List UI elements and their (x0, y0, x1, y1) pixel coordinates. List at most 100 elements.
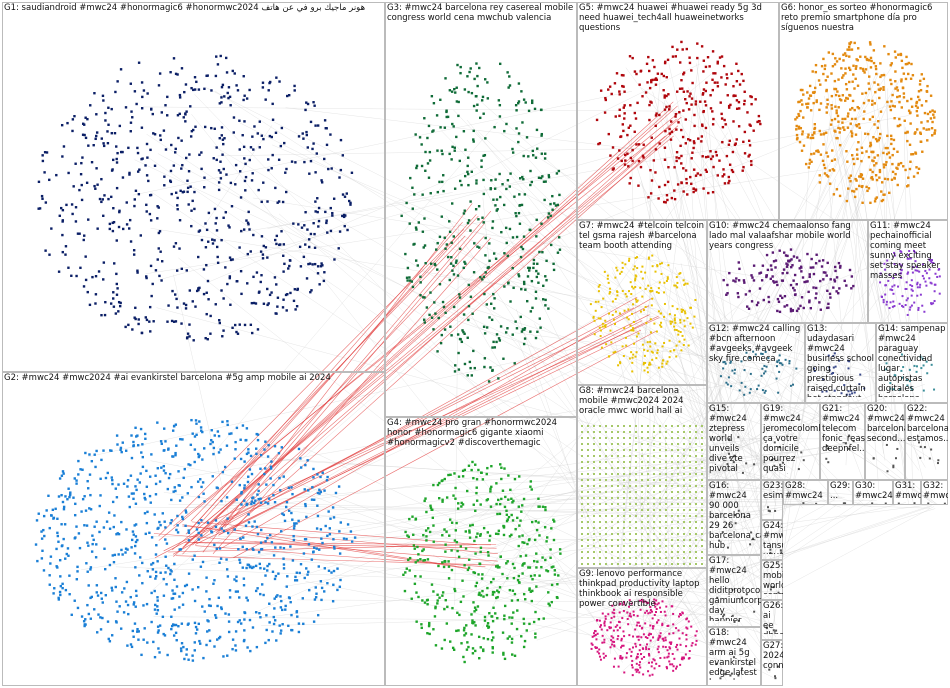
node (918, 98, 921, 102)
node (517, 140, 520, 144)
edge (640, 321, 778, 582)
node (831, 149, 834, 152)
node (437, 316, 440, 320)
node (497, 337, 501, 340)
node (878, 136, 881, 140)
node (668, 132, 672, 135)
node (177, 136, 180, 140)
node (244, 439, 247, 442)
node (509, 172, 512, 175)
node (417, 221, 421, 224)
node (239, 269, 243, 273)
node (618, 114, 621, 118)
node (506, 637, 509, 640)
node (91, 542, 94, 546)
node (530, 101, 534, 105)
edge (511, 490, 623, 663)
node (138, 481, 142, 484)
node (496, 208, 499, 211)
node (112, 206, 115, 210)
node (229, 303, 232, 306)
node (242, 228, 246, 231)
node (654, 114, 658, 117)
node (482, 648, 485, 651)
node (532, 620, 536, 624)
node (273, 597, 276, 600)
node (333, 547, 336, 550)
node (162, 464, 166, 468)
node (61, 500, 65, 504)
node (806, 91, 809, 94)
node (711, 110, 714, 113)
node (278, 476, 281, 480)
node (455, 540, 459, 544)
node (91, 534, 94, 537)
node (469, 67, 472, 70)
node (506, 254, 510, 258)
node (875, 196, 879, 199)
node (146, 641, 149, 644)
node (515, 127, 518, 130)
node (933, 110, 936, 113)
node (458, 296, 462, 299)
node (170, 570, 173, 573)
node (93, 608, 96, 611)
node (933, 116, 936, 119)
node (310, 558, 314, 561)
node (107, 511, 111, 514)
node (126, 485, 129, 488)
node (254, 589, 258, 593)
node (541, 175, 544, 178)
node (467, 304, 471, 308)
node (266, 256, 269, 259)
edge (604, 332, 776, 374)
node (478, 591, 481, 595)
node (528, 228, 531, 232)
node (175, 269, 179, 272)
node (822, 72, 825, 76)
node (688, 139, 692, 142)
node (475, 62, 478, 65)
node (113, 514, 116, 517)
node (129, 643, 133, 646)
node (219, 448, 222, 451)
node (811, 70, 814, 73)
node (295, 305, 299, 308)
node (108, 563, 112, 567)
node (166, 320, 169, 323)
node (271, 570, 275, 573)
node (423, 499, 426, 503)
node (460, 642, 463, 645)
node (153, 608, 157, 611)
node (702, 187, 705, 190)
node (65, 552, 68, 556)
node (67, 171, 70, 175)
node (876, 83, 880, 86)
node (517, 574, 521, 578)
node (479, 550, 482, 554)
node (849, 41, 853, 44)
node (153, 513, 156, 516)
node (806, 136, 810, 139)
node (149, 501, 152, 504)
node (162, 449, 166, 452)
node (175, 444, 178, 447)
node (809, 109, 813, 112)
edge (453, 109, 621, 287)
node (929, 94, 933, 97)
node (650, 136, 653, 139)
node (44, 249, 47, 252)
node (860, 159, 863, 163)
node (212, 582, 215, 585)
node (131, 328, 134, 331)
node (535, 566, 538, 569)
node (194, 305, 197, 308)
node (477, 635, 481, 639)
node (540, 152, 544, 155)
edge (283, 497, 842, 587)
node (694, 174, 698, 177)
node (110, 586, 113, 590)
node (835, 109, 838, 112)
node (185, 648, 188, 651)
